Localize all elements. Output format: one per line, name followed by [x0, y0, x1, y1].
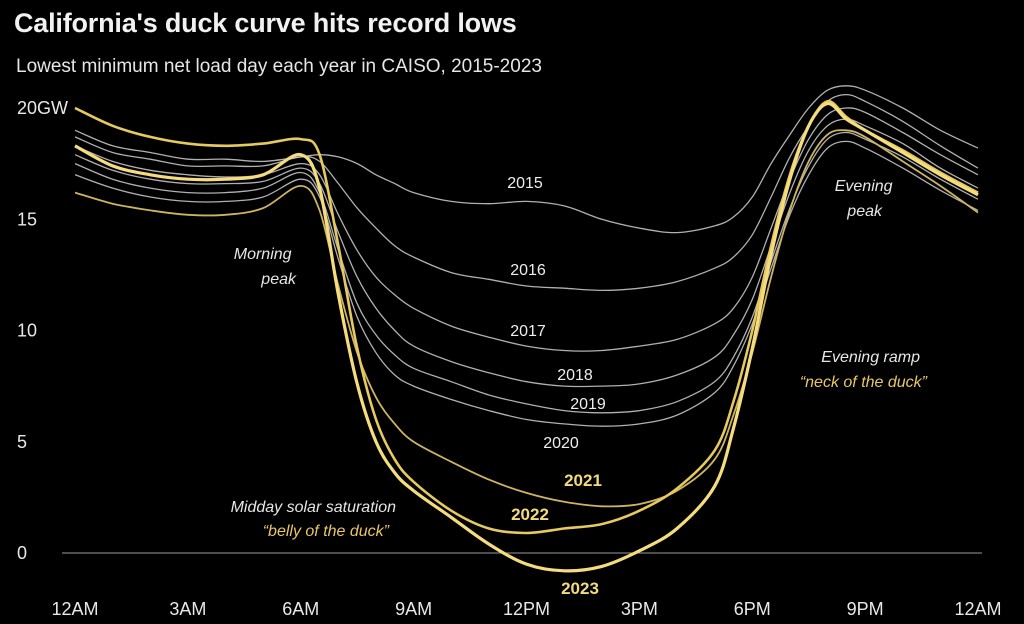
x-tick-label: 6AM: [282, 599, 319, 619]
annotation-neck-of-duck: “neck of the duck”: [800, 374, 928, 391]
series-label-2019: 2019: [570, 396, 606, 413]
annotation-evening-ramp: Evening ramp: [821, 349, 920, 366]
series-label-2021: 2021: [564, 471, 602, 490]
series-label-2023: 2023: [561, 579, 599, 598]
chart-subtitle: Lowest minimum net load day each year in…: [16, 56, 542, 77]
series-label-2018: 2018: [557, 367, 593, 384]
x-tick-label: 12PM: [503, 599, 550, 619]
series-line-2023: [74, 101, 979, 573]
y-tick-label: 10: [17, 321, 37, 341]
series-line-2015: [74, 85, 979, 234]
x-tick-label: 6PM: [734, 599, 771, 619]
x-tick-label: 12AM: [954, 599, 1001, 619]
series-line-2021: [74, 129, 979, 508]
annotation-morning-peak: Morning peak: [234, 246, 297, 288]
x-tick-label: 3AM: [169, 599, 206, 619]
y-tick-label: 5: [17, 432, 27, 452]
series-label-2015: 2015: [507, 175, 543, 192]
series-label-2022: 2022: [511, 505, 549, 524]
y-tick-label: 15: [17, 209, 37, 229]
chart-title: California's duck curve hits record lows: [14, 8, 517, 38]
series-line-2019: [74, 131, 979, 414]
morning-peak-line1: Morning: [234, 246, 292, 263]
annotation-evening-peak: Evening peak: [835, 178, 897, 220]
series-line-2020: [74, 140, 979, 427]
series-label-2016: 2016: [510, 262, 546, 279]
x-tick-label: 9AM: [395, 599, 432, 619]
y-tick-label: 0: [17, 543, 27, 563]
evening-peak-line2: peak: [846, 203, 883, 220]
x-tick-label: 12AM: [51, 599, 98, 619]
y-tick-label: 20GW: [17, 98, 68, 118]
series-line-2018: [74, 118, 979, 388]
series-label-2020: 2020: [543, 435, 579, 452]
x-tick-label: 3PM: [621, 599, 658, 619]
annotation-midday-saturation: Midday solar saturation: [231, 499, 397, 516]
x-tick-label: 9PM: [847, 599, 884, 619]
annotation-belly-of-duck: “belly of the duck”: [263, 523, 390, 540]
series-label-2017: 2017: [510, 323, 546, 340]
evening-peak-line1: Evening: [835, 178, 893, 195]
morning-peak-line2: peak: [260, 271, 297, 288]
